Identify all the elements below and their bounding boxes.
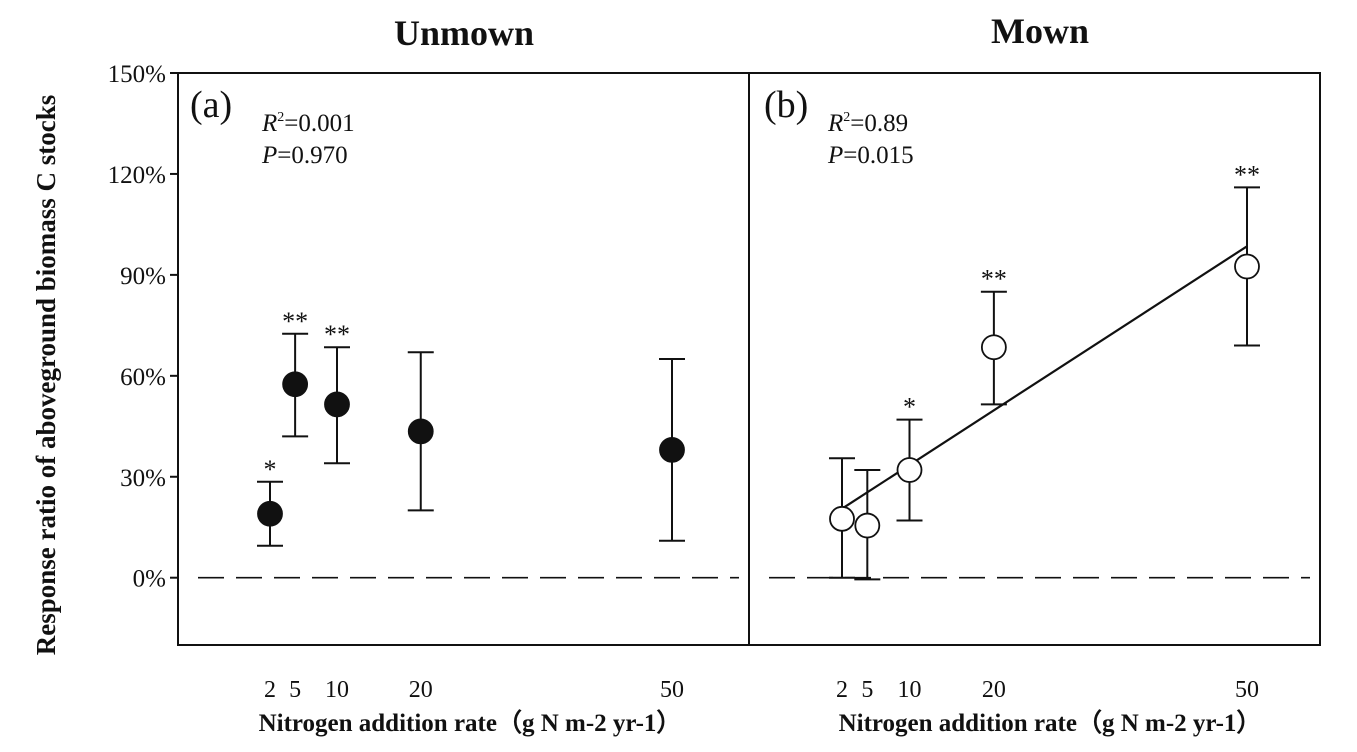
x-tick-label: 50	[1235, 677, 1259, 703]
data-point-10: **	[324, 320, 350, 465]
data-point-5: **	[282, 307, 309, 438]
x-tick-label: 50	[660, 677, 684, 703]
y-axis-label: Response ratio of aboveground biomass C …	[31, 95, 61, 656]
x-tick-label: 10	[898, 677, 922, 703]
panel-label-a: (a)	[190, 84, 232, 126]
data-point-2	[829, 457, 855, 579]
r2-stat-b: R2=0.89	[827, 110, 908, 137]
data-points-b: *****	[769, 160, 1310, 581]
significance-mark: **	[282, 307, 308, 336]
panel-title-unmown: Unmown	[394, 13, 534, 53]
p-value-a: =0.970	[277, 142, 347, 169]
p-value-b: =0.015	[843, 142, 913, 169]
r2-stat-a: R2=0.001	[261, 110, 355, 137]
y-tick-label: 30%	[120, 465, 166, 492]
data-point-20	[407, 351, 434, 512]
point-marker	[257, 500, 283, 527]
point-marker	[829, 505, 855, 532]
y-tick-label: 90%	[120, 263, 166, 290]
x-ticks-a: 2 5 10 20 50	[264, 677, 684, 703]
panel-title-mown: Mown	[991, 11, 1089, 51]
panel-mown: Mown (b) R2=0.89 P=0.015 2 5 10 20 50 ***** …	[748, 11, 1321, 737]
p-stat-b: P=0.015	[827, 142, 914, 169]
x-tick-label: 20	[982, 677, 1006, 703]
data-point-10: *	[896, 393, 923, 522]
point-marker	[854, 512, 881, 539]
x-ticks-b: 2 5 10 20 50	[836, 677, 1259, 703]
x-tick-label: 5	[289, 677, 301, 703]
significance-mark: **	[1234, 160, 1260, 189]
x-tick-label: 2	[836, 677, 848, 703]
panel-label-b: (b)	[764, 84, 808, 126]
point-marker	[1234, 253, 1260, 280]
point-marker	[980, 334, 1007, 361]
data-point-2: *	[257, 455, 283, 547]
data-points-a: *** **	[198, 307, 739, 579]
x-tick-label: 20	[409, 677, 433, 703]
x-axis-label-a: Nitrogen addition rate（g N m-2 yr-1）	[259, 708, 682, 737]
x-tick-label: 10	[325, 677, 349, 703]
significance-mark: **	[981, 265, 1007, 294]
x-tick-label: 5	[861, 677, 873, 703]
p-stat-a: P=0.970	[261, 142, 348, 169]
x-axis-label-b: Nitrogen addition rate（g N m-2 yr-1）	[839, 708, 1262, 737]
plot-frame-b	[748, 72, 1321, 646]
y-ticks-a: 0% 30% 60% 90% 120% 150%	[108, 61, 178, 593]
x-tick-label: 2	[264, 677, 276, 703]
data-point-50	[659, 358, 685, 542]
y-tick-label: 150%	[108, 61, 166, 88]
point-marker	[282, 371, 309, 398]
significance-mark: *	[903, 393, 916, 422]
r2-value-b: =0.89	[850, 110, 908, 137]
r2-value-a: =0.001	[284, 110, 354, 137]
point-marker	[896, 457, 923, 483]
point-marker	[659, 436, 685, 463]
y-tick-label: 0%	[133, 566, 166, 593]
y-tick-label: 120%	[108, 162, 166, 189]
data-point-20: **	[980, 265, 1007, 406]
y-tick-label: 60%	[120, 364, 166, 391]
data-point-5	[854, 469, 881, 581]
panel-unmown: Unmown (a) R2=0.001 P=0.970 0% 30% 60% 90% 1…	[108, 13, 750, 737]
data-point-50: **	[1234, 160, 1260, 347]
point-marker	[407, 418, 434, 445]
significance-mark: **	[324, 320, 350, 349]
point-marker	[324, 391, 350, 418]
significance-mark: *	[264, 455, 277, 484]
